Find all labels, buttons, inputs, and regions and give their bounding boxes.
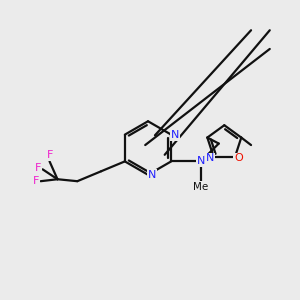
Text: Me: Me	[193, 182, 208, 192]
Text: F: F	[34, 163, 41, 173]
Text: F: F	[32, 176, 39, 186]
Text: N: N	[206, 154, 214, 164]
Text: O: O	[234, 154, 243, 164]
Text: N: N	[148, 170, 156, 180]
Text: F: F	[47, 150, 54, 161]
Text: N: N	[171, 130, 179, 140]
Text: N: N	[197, 156, 205, 167]
